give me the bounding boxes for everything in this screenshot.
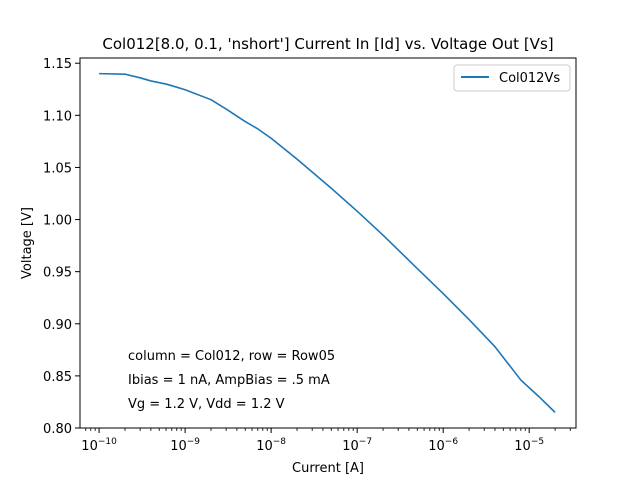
x-tick-label: 10−6: [428, 437, 458, 454]
annotation-voltages: Vg = 1.2 V, Vdd = 1.2 V: [128, 397, 285, 412]
y-axis-label: Voltage [V]: [20, 207, 35, 279]
axes-frame: [79, 57, 577, 429]
y-tick-label: 1.00: [43, 214, 72, 229]
x-tick-label: 10−9: [170, 437, 200, 454]
legend-box: [453, 64, 571, 92]
y-tick-label: 1.05: [43, 161, 72, 176]
annotation-column-row: column = Col012, row = Row05: [128, 349, 335, 364]
x-axis-ticks: 10−10 10−9 10−8 10−7 10−6 10−5: [81, 428, 571, 454]
legend-label: Col012Vs: [499, 71, 560, 86]
chart-title: Col012[8.0, 0.1, 'nshort'] Current In [I…: [102, 35, 553, 53]
series-layer: [99, 72, 556, 413]
y-tick-label: 1.10: [43, 109, 72, 124]
y-tick-label: 0.85: [43, 370, 72, 385]
y-tick-label: 0.95: [43, 266, 72, 281]
x-tick-label: 10−10: [81, 437, 117, 454]
x-tick-label: 10−7: [342, 437, 372, 454]
y-axis-ticks: 0.80 0.85 0.90 0.95 1.00 1.05 1.10 1.15: [43, 57, 80, 437]
y-tick-label: 0.80: [43, 422, 72, 437]
x-tick-label: 10−8: [256, 437, 286, 454]
legend: Col012Vs: [453, 64, 571, 92]
x-tick-label: 10−5: [514, 437, 544, 454]
series-line-0: [99, 72, 556, 413]
x-axis-label: Current [A]: [292, 461, 364, 476]
plot-area: 10−10 10−9 10−8 10−7 10−6 10−5 0.800.850.900.…: [43, 57, 577, 454]
y-tick-label: 1.15: [43, 57, 72, 72]
y-tick-label: 0.90: [43, 318, 72, 333]
annotations: column = Col012, row = Row05 Ibias = 1 n…: [128, 349, 335, 412]
annotation-bias: Ibias = 1 nA, AmpBias = .5 mA: [128, 373, 330, 388]
